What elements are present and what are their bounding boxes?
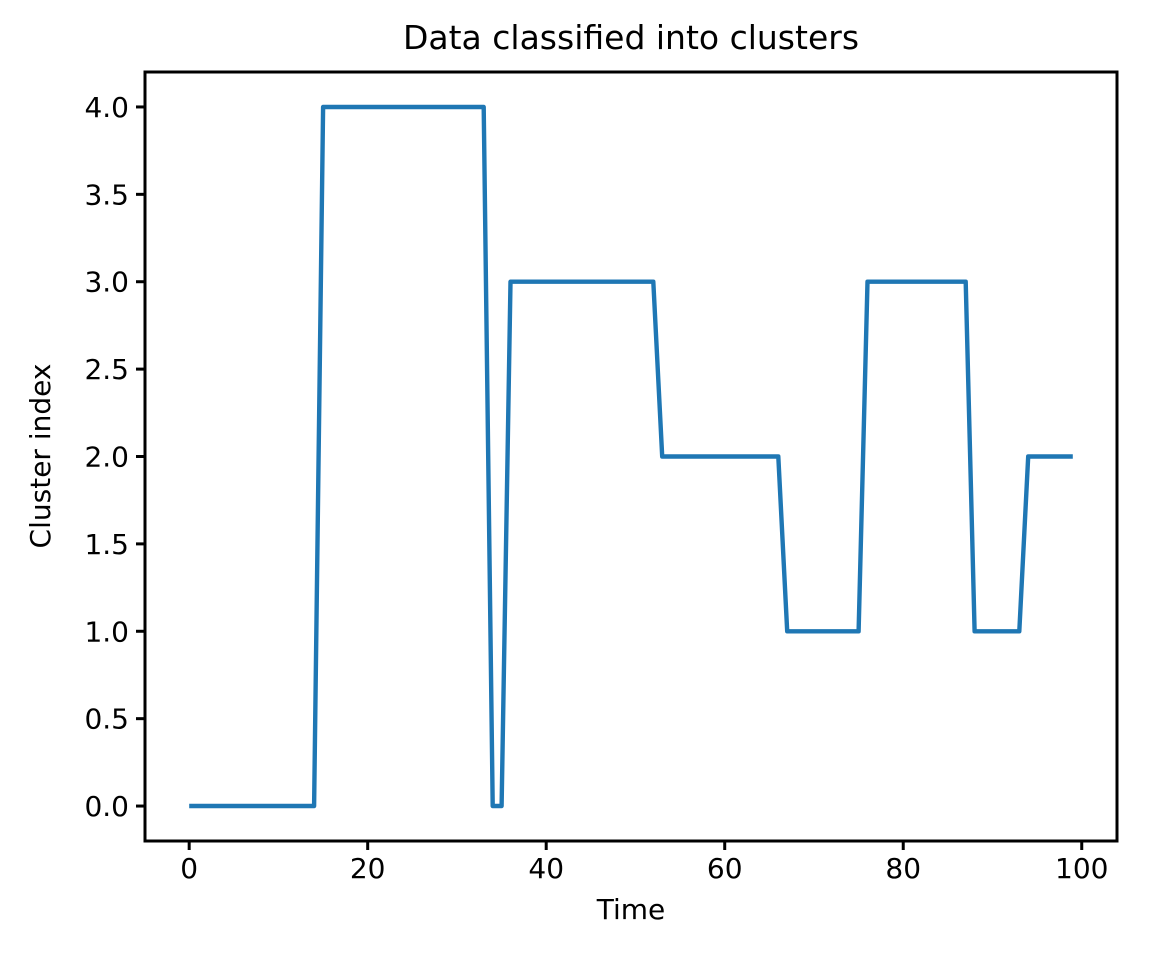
chart-title: Data classified into clusters: [403, 18, 859, 57]
y-tick-label: 2.5: [84, 353, 129, 386]
y-axis-ticks: [136, 105, 145, 808]
x-tick-label: 60: [707, 852, 743, 885]
x-tick-label: 40: [528, 852, 564, 885]
x-tick-label: 0: [180, 852, 198, 885]
y-tick-label: 4.0: [84, 91, 129, 124]
y-tick-label: 3.5: [84, 178, 129, 211]
cluster-index-line: [189, 104, 1073, 809]
data-line-group: [189, 104, 1073, 809]
y-tick-label: 0.0: [84, 790, 129, 823]
y-tick-label: 0.5: [84, 703, 129, 736]
x-axis-label: Time: [596, 893, 666, 926]
y-tick-label: 3.0: [84, 266, 129, 299]
x-axis-ticks: [187, 841, 1084, 850]
x-tick-label: 20: [350, 852, 386, 885]
y-tick-label: 1.0: [84, 615, 129, 648]
x-tick-label: 100: [1055, 852, 1108, 885]
y-tick-label: 2.0: [84, 441, 129, 474]
y-axis-tick-labels: 0.0 0.5 1.0 1.5 2.0 2.5 3.0 3.5 4.0: [84, 91, 129, 823]
y-tick-label: 1.5: [84, 528, 129, 561]
x-tick-label: 80: [885, 852, 921, 885]
y-axis-label: Cluster index: [24, 364, 57, 549]
x-axis-tick-labels: 0 20 40 60 80 100: [180, 852, 1108, 885]
